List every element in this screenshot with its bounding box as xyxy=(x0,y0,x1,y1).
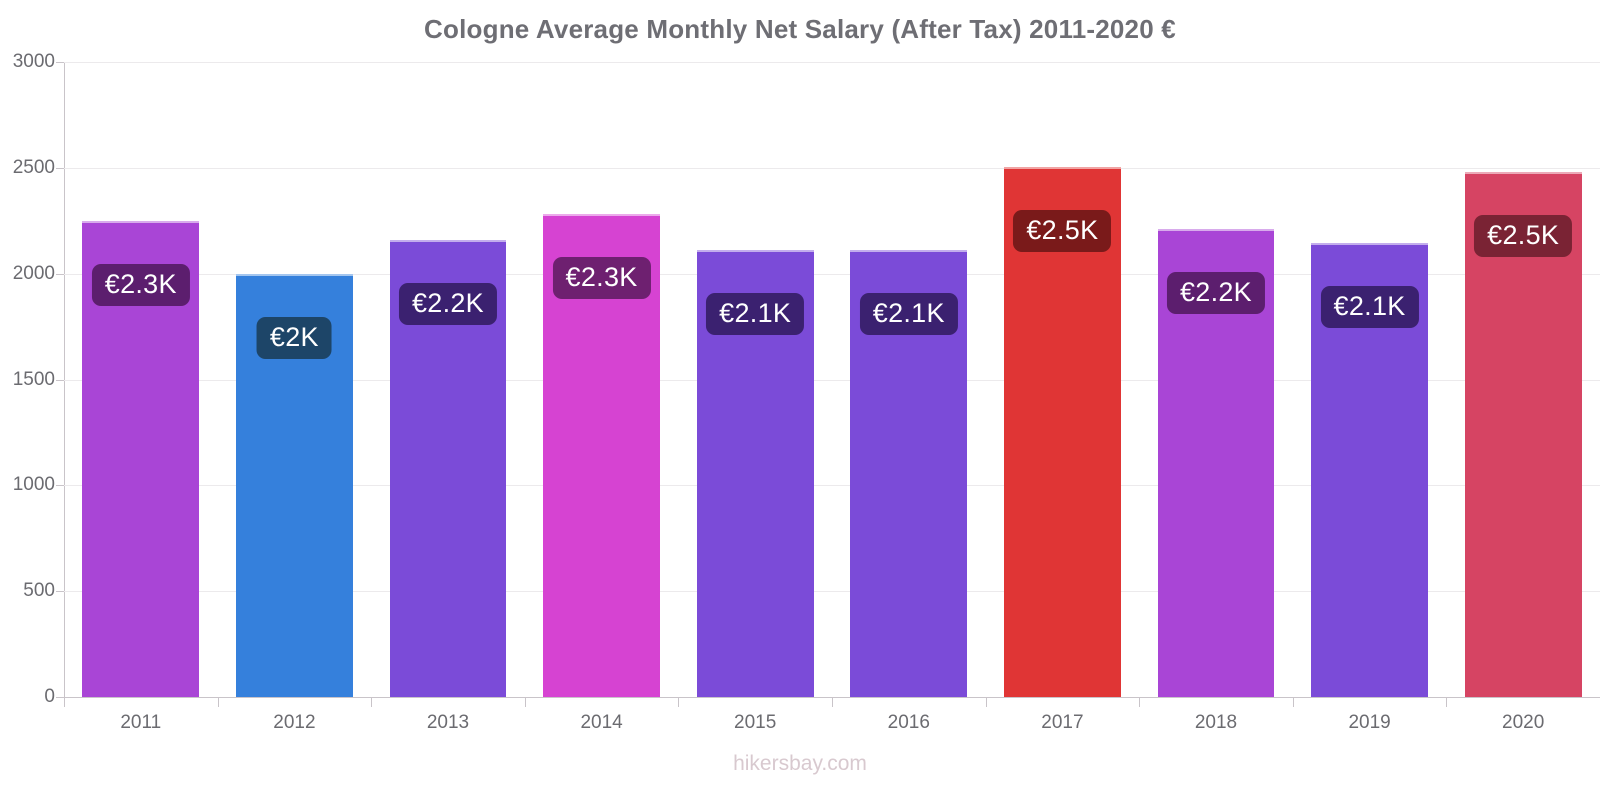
watermark-label: hikersbay.com xyxy=(733,752,867,775)
x-axis-tick-mark xyxy=(64,697,65,707)
y-axis-tick-mark xyxy=(56,379,64,381)
bar-value-label: €2K xyxy=(256,316,332,359)
y-axis-tick-mark xyxy=(56,273,64,275)
bar[interactable]: €2.2K xyxy=(1157,229,1275,697)
bar-slot: €2.1K xyxy=(832,62,986,697)
bar[interactable]: €2.3K xyxy=(82,220,200,697)
gridline xyxy=(64,591,1600,593)
bar-slot: €2.2K xyxy=(371,62,525,697)
bar-slot: €2.2K xyxy=(1139,62,1293,697)
bar-value-label: €2.1K xyxy=(1320,285,1419,328)
x-axis-tick-mark xyxy=(678,697,680,707)
plot-area xyxy=(56,62,1600,698)
bar[interactable]: €2.1K xyxy=(850,250,968,697)
x-axis-tick-label: 2020 xyxy=(1502,712,1545,733)
x-axis-tick-mark xyxy=(985,697,987,707)
x-axis-tick-label: 2011 xyxy=(120,712,162,733)
bar-value-label: €2.3K xyxy=(552,257,651,300)
y-axis-tick-label: 1500 xyxy=(12,368,55,390)
gridline xyxy=(64,62,1600,63)
y-axis-tick-label: 1000 xyxy=(12,474,55,496)
bar-slot: €2.1K xyxy=(1293,62,1447,697)
x-axis-tick-label: 2016 xyxy=(887,712,930,733)
bar[interactable]: €2.1K xyxy=(696,250,814,697)
bar-value-label: €2.3K xyxy=(91,263,190,306)
bar-slot: €2.3K xyxy=(64,62,218,697)
bar-slot: €2.5K xyxy=(1446,62,1600,697)
y-axis-tick-label: 3000 xyxy=(12,51,55,72)
bar[interactable]: €2.2K xyxy=(389,239,507,697)
x-axis-tick-label: 2014 xyxy=(580,712,623,733)
x-axis-tick-mark xyxy=(1139,697,1141,707)
gridline xyxy=(64,485,1600,487)
y-axis-tick-mark xyxy=(56,167,64,169)
bar[interactable]: €2.5K xyxy=(1464,172,1582,697)
x-axis-tick-label: 2015 xyxy=(734,712,777,733)
gridline xyxy=(64,379,1600,381)
chart-title: Cologne Average Monthly Net Salary (Afte… xyxy=(424,14,1176,44)
x-axis-tick-label: 2013 xyxy=(426,712,470,733)
bar-value-label: €2.1K xyxy=(859,293,958,336)
bar-slot: €2.5K xyxy=(986,62,1140,697)
y-axis-tick-mark xyxy=(56,697,64,698)
x-axis-tick-label: 2012 xyxy=(273,712,316,733)
bar-value-label: €2.5K xyxy=(1474,215,1573,258)
y-axis-tick-mark xyxy=(56,485,64,487)
x-axis-tick-mark xyxy=(524,697,526,707)
bars-group: €2.3K €2K €2.2K €2.3K €2.1K €2.1K €2.5K €2.2K €2… xyxy=(64,62,1600,697)
bar-value-label: €2.1K xyxy=(706,293,805,336)
x-axis-tick-mark xyxy=(217,697,219,707)
x-axis-tick-mark xyxy=(371,697,373,707)
x-axis-tick-label: 2018 xyxy=(1194,712,1238,733)
bar[interactable]: €2.1K xyxy=(1311,242,1428,697)
bar-value-label: €2.2K xyxy=(1166,272,1265,315)
y-axis-tick-label: 500 xyxy=(23,580,55,602)
gridline xyxy=(64,273,1600,275)
x-axis-tick-mark xyxy=(1292,697,1294,707)
y-axis-tick-label: 2000 xyxy=(12,262,55,284)
y-axis-tick-label: 2500 xyxy=(12,156,55,178)
y-axis-tick-mark xyxy=(56,62,64,63)
x-axis-tick-label: 2017 xyxy=(1041,712,1084,733)
x-axis-tick-mark xyxy=(1446,697,1448,707)
x-axis-tick-mark xyxy=(832,697,833,707)
bar-slot: €2.3K xyxy=(525,62,679,697)
bar-slot: €2K xyxy=(218,62,372,697)
bar[interactable]: €2.3K xyxy=(543,214,660,697)
y-axis-tick-mark xyxy=(56,591,64,593)
x-axis-tick-label: 2019 xyxy=(1348,712,1391,733)
bar[interactable]: €2K xyxy=(236,273,353,697)
y-axis-tick-label: 0 xyxy=(44,686,55,707)
bar[interactable]: €2.5K xyxy=(1004,166,1121,697)
bar-value-label: €2.5K xyxy=(1013,209,1112,252)
bar-value-label: €2.2K xyxy=(398,282,497,325)
bar-slot: €2.1K xyxy=(678,62,832,697)
gridline xyxy=(64,167,1600,169)
